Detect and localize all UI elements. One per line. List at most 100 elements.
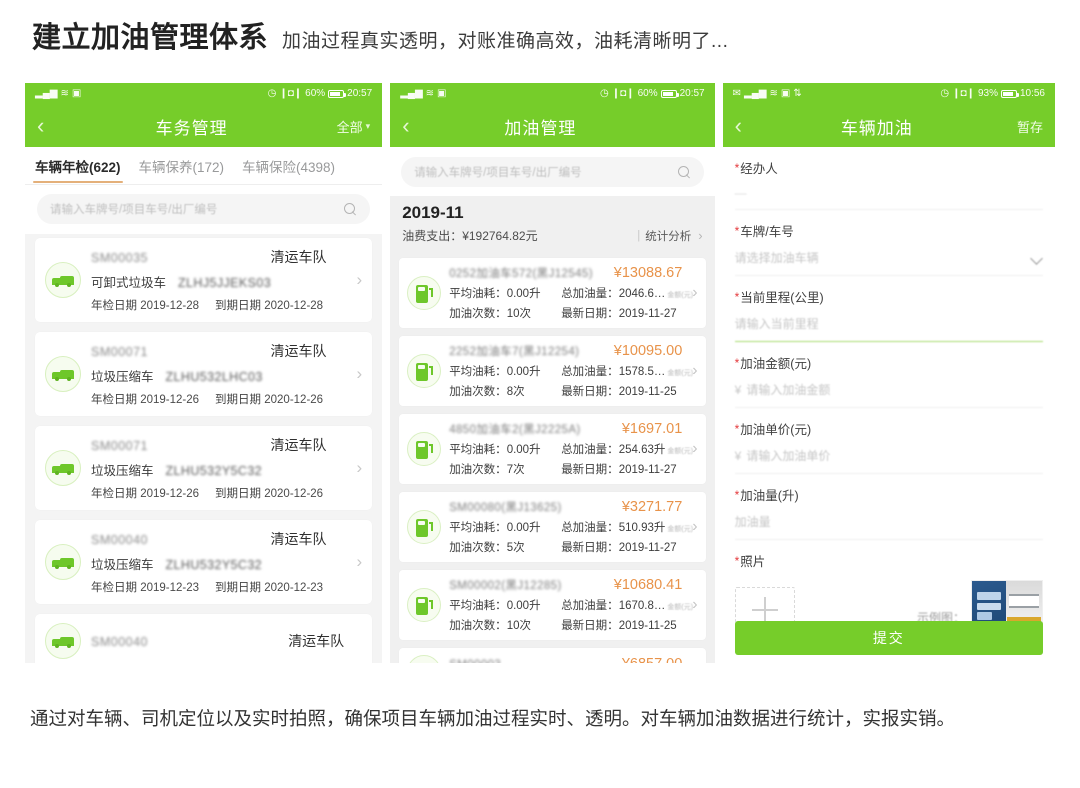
- fuel-list: 0252加油车572(黑J12545) ¥13088.67 平均油耗：0.00升…: [390, 252, 715, 663]
- chevron-right-icon: ›: [692, 518, 698, 535]
- mail-icon: ✉: [732, 88, 742, 99]
- field-label-mileage: * 当前里程(公里): [734, 289, 824, 306]
- vehicle-select[interactable]: 请选择加油车辆: [734, 240, 1043, 276]
- volume-input[interactable]: 加油量: [734, 504, 1043, 540]
- refuel-count: 加油次数：8次: [449, 386, 525, 398]
- list-item[interactable]: SM00071 清运车队 垃圾压缩车 ZLHU532Y5C32 年检日期 201…: [35, 426, 373, 510]
- plus-icon: [751, 597, 778, 623]
- phone-screenshots-row: ▂▄▆ ≋ ▣ ◷ ❙◘❙ 60% 20:57 ‹ 车务管理 全部 ▾: [25, 83, 1055, 663]
- search-input[interactable]: 请输入车牌号/项目车号/出厂编号: [401, 157, 704, 187]
- truck-icon: [45, 262, 81, 298]
- list-item[interactable]: SM00071 清运车队 垃圾压缩车 ZLHU532LHC03 年检日期 201…: [35, 332, 373, 416]
- list-item[interactable]: SM00035 清运车队 可卸式垃圾车 ZLHJ5JJEKS03 年检日期 20…: [35, 238, 373, 322]
- status-bar: ▂▄▆ ≋ ▣ ◷ ❙◘❙ 60% 20:57: [25, 83, 383, 105]
- list-item[interactable]: SM00040 清运车队: [35, 614, 373, 663]
- vehicle-plate: ZLHU532LHC03: [165, 370, 263, 384]
- sim-icon: ▣: [437, 88, 447, 99]
- alarm-icon: ◷: [940, 88, 950, 99]
- fuel-expense-total: 油费支出：¥192764.82元: [402, 229, 538, 243]
- nav-bar: ‹ 车辆加油 暂存: [722, 105, 1055, 147]
- list-item[interactable]: 0252加油车572(黑J12545) ¥13088.67 平均油耗：0.00升…: [399, 258, 706, 328]
- statistics-link[interactable]: | 统计分析 ›: [637, 228, 702, 244]
- signal-icon: ▂▄▆: [35, 88, 58, 99]
- required-mark: *: [734, 160, 740, 175]
- page-title-main: 建立加油管理体系: [32, 22, 269, 54]
- vibrate-icon: ❙◘❙: [952, 88, 975, 99]
- vehicle-plate: ZLHJ5JJEKS03: [178, 276, 272, 290]
- volume-placeholder: 加油量: [734, 515, 771, 529]
- vehicle-id: SM00071: [91, 439, 149, 453]
- vehicle-id: SM00040: [91, 635, 149, 649]
- list-item[interactable]: SM00003 ¥6857.00 金额(元) ›: [399, 648, 706, 663]
- vehicle-list: SM00035 清运车队 可卸式垃圾车 ZLHJ5JJEKS03 年检日期 20…: [25, 234, 383, 663]
- mileage-placeholder: 请输入当前里程: [734, 317, 819, 331]
- fuel-vehicle-name: SM00002(黑J12285): [449, 580, 562, 592]
- total-fuel: 总加油量：1670.8… 金额(元): [561, 600, 694, 612]
- list-item[interactable]: 2252加油车7(黑J12254) ¥10095.00 平均油耗：0.00升 总…: [399, 336, 706, 406]
- nav-bar: ‹ 车务管理 全部 ▾: [25, 105, 383, 147]
- vehicle-type: 垃圾压缩车: [91, 370, 154, 384]
- truck-icon: [45, 544, 81, 580]
- mileage-input[interactable]: 请输入当前里程: [734, 306, 1043, 342]
- unit-price-input[interactable]: ¥ 请输入加油单价: [734, 438, 1043, 474]
- chevron-right-icon: ›: [692, 362, 698, 379]
- avg-consumption: 平均油耗：0.00升: [449, 288, 541, 300]
- search-icon[interactable]: [677, 165, 691, 179]
- chevron-right-icon: ›: [692, 596, 698, 613]
- page-title: 建立加油管理体系 加油过程真实透明，对账准确高效，油耗清晰明了...: [32, 14, 728, 56]
- search-placeholder: 请输入车牌号/项目车号/出厂编号: [414, 167, 582, 179]
- battery-icon: [328, 90, 347, 98]
- nav-filter-all[interactable]: 全部 ▾: [324, 117, 371, 136]
- amount-input[interactable]: ¥ 请输入加油金额: [734, 372, 1043, 408]
- nav-title: 车务管理: [155, 118, 228, 138]
- fuel-vehicle-name: 4850加油车2(黑J2225A): [449, 424, 581, 436]
- truck-icon: [45, 356, 81, 392]
- inspect-date: 年检日期 2019-12-26: [91, 394, 200, 406]
- required-mark: *: [734, 553, 740, 568]
- back-chevron-icon[interactable]: ‹: [37, 113, 45, 138]
- list-item[interactable]: SM00080(黑J13625) ¥3271.77 平均油耗：0.00升 总加油…: [399, 492, 706, 562]
- tab-insurance[interactable]: 车辆保险(4398): [242, 159, 336, 175]
- tab-annual-inspection[interactable]: 车辆年检(622): [33, 147, 123, 185]
- yen-icon: ¥: [734, 449, 742, 463]
- search-icon[interactable]: [344, 202, 357, 216]
- truck-icon: [45, 623, 81, 659]
- phone-screen-vehicle-management: ▂▄▆ ≋ ▣ ◷ ❙◘❙ 60% 20:57 ‹ 车务管理 全部 ▾: [25, 83, 383, 663]
- total-fuel: 总加油量：254.63升 金额(元): [561, 444, 694, 456]
- status-bar: ✉ ▂▄▆ ≋ ▣ ⇅ ◷ ❙◘❙ 93% 10:56: [722, 83, 1055, 105]
- search-input[interactable]: 请输入车牌号/项目车号/出厂编号: [37, 194, 371, 224]
- fuel-pump-icon: [407, 655, 442, 663]
- wifi-icon: ≋: [425, 88, 435, 99]
- vibrate-icon: ❙◘❙: [279, 88, 303, 99]
- vehicle-id: SM00035: [91, 251, 149, 265]
- back-chevron-icon[interactable]: ‹: [402, 113, 410, 138]
- amount-placeholder: 请输入加油金额: [746, 383, 831, 397]
- vehicle-team: 清运车队: [270, 437, 327, 453]
- list-item[interactable]: SM00040 清运车队 垃圾压缩车 ZLHU532Y5C32 年检日期 201…: [35, 520, 373, 604]
- vehicle-plate: ZLHU532Y5C32: [165, 464, 263, 478]
- save-draft-button[interactable]: 暂存: [1016, 119, 1043, 135]
- truck-icon: [45, 450, 81, 486]
- chevron-down-icon: ▾: [365, 120, 371, 131]
- tab-maintenance[interactable]: 车辆保养(172): [138, 159, 225, 175]
- search-area: 请输入车牌号/项目车号/出厂编号: [25, 185, 383, 234]
- submit-button[interactable]: 提交: [734, 621, 1043, 655]
- status-time: 20:57: [679, 88, 705, 99]
- list-item[interactable]: SM00002(黑J12285) ¥10680.41 平均油耗：0.00升 总加…: [399, 570, 706, 640]
- signal-icon: ▂▄▆: [744, 88, 767, 99]
- fuel-amount: ¥10095.00: [613, 343, 683, 359]
- sync-icon: ⇅: [793, 88, 802, 99]
- handler-value[interactable]: —: [734, 177, 1043, 210]
- list-item[interactable]: 4850加油车2(黑J2225A) ¥1697.01 平均油耗：0.00升 总加…: [399, 414, 706, 484]
- fuel-amount: ¥6857.00: [622, 656, 682, 663]
- back-chevron-icon[interactable]: ‹: [734, 113, 742, 138]
- status-time: 20:57: [347, 88, 373, 99]
- nav-filter-label: 全部: [336, 119, 363, 135]
- avg-consumption: 平均油耗：0.00升: [449, 522, 541, 534]
- expire-date: 到期日期 2020-12-28: [215, 300, 324, 312]
- statistics-label: 统计分析: [645, 230, 692, 243]
- required-mark: *: [734, 223, 740, 238]
- vehicle-type: 可卸式垃圾车: [91, 276, 167, 290]
- vehicle-team: 清运车队: [270, 531, 327, 547]
- required-mark: *: [734, 289, 740, 304]
